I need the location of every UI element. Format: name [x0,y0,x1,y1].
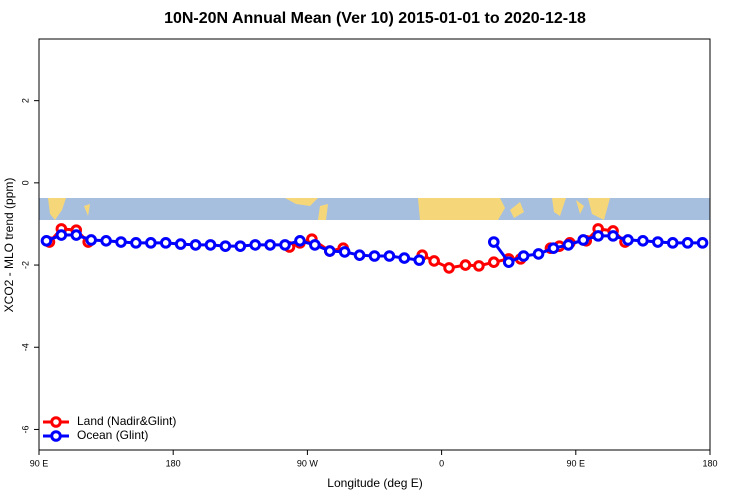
data-point [652,236,664,248]
data-point [70,229,83,241]
land-shape [285,198,318,206]
land-shape [48,198,66,220]
land-shape [418,198,505,220]
legend-label: Ocean (Glint) [77,428,148,442]
data-point [383,250,396,262]
y-tick-label: 0 [20,180,30,185]
land-shape [318,204,328,220]
y-axis-label: XCO2 - MLO trend (ppm) [2,178,16,313]
data-point [398,252,411,264]
data-point [607,230,619,242]
land-shape [588,198,610,220]
legend-label: Land (Nadir&Glint) [77,414,176,428]
land-shape [510,202,524,218]
data-point [159,237,172,249]
chart-title: 10N-20N Annual Mean (Ver 10) 2015-01-01 … [164,10,586,27]
data-point [100,235,112,247]
x-tick-label: 90 E [567,458,586,468]
data-point [40,235,53,247]
data-point [592,230,604,242]
y-tick-label: -2 [20,261,30,269]
data-point [547,242,560,254]
data-point [189,239,202,251]
data-point [428,255,440,267]
data-point [681,237,694,249]
data-point [577,234,590,246]
x-tick-label: 0 [439,458,444,468]
y-tick-label: -6 [20,425,30,433]
x-tick-label: 180 [166,458,181,468]
land-shape [576,200,584,214]
data-point [338,246,351,258]
data-point [219,240,232,252]
data-point [145,237,157,249]
land-shape [84,204,90,216]
land-shape [552,198,566,216]
plot-frame [38,38,711,451]
data-point [473,260,485,272]
data-point [696,237,709,249]
x-tick-label: 180 [702,458,717,468]
y-tick-label: -4 [20,343,30,351]
data-point [174,238,187,250]
x-axis-label: Longitude (deg E) [327,476,422,490]
x-tick-label: 90 E [30,458,49,468]
data-point [413,254,426,266]
data-point [459,259,472,271]
data-point [249,239,262,251]
map-band [39,198,710,220]
data-point [353,249,366,261]
data-point [279,239,291,251]
data-point [368,250,381,262]
data-point [666,237,679,249]
data-point [309,239,321,251]
data-point [532,248,545,260]
legend-marker [50,416,62,428]
data-point [130,237,142,249]
data-point [294,235,306,247]
data-point [204,239,217,251]
legend-marker [50,430,62,442]
data-point [85,234,97,246]
data-point [323,245,336,257]
y-tick-label: 2 [20,98,30,103]
ocean-band [39,198,710,220]
data-point [234,240,247,252]
data-point [637,235,649,247]
x-tick-label: 90 W [297,458,319,468]
data-point [487,236,500,248]
data-point [502,256,515,268]
data-point [55,229,68,241]
data-point [517,250,530,262]
data-point [115,236,127,248]
data-point [443,262,455,274]
data-point [622,234,634,246]
data-point [264,239,276,251]
data-point [487,256,500,268]
data-point [562,239,575,251]
